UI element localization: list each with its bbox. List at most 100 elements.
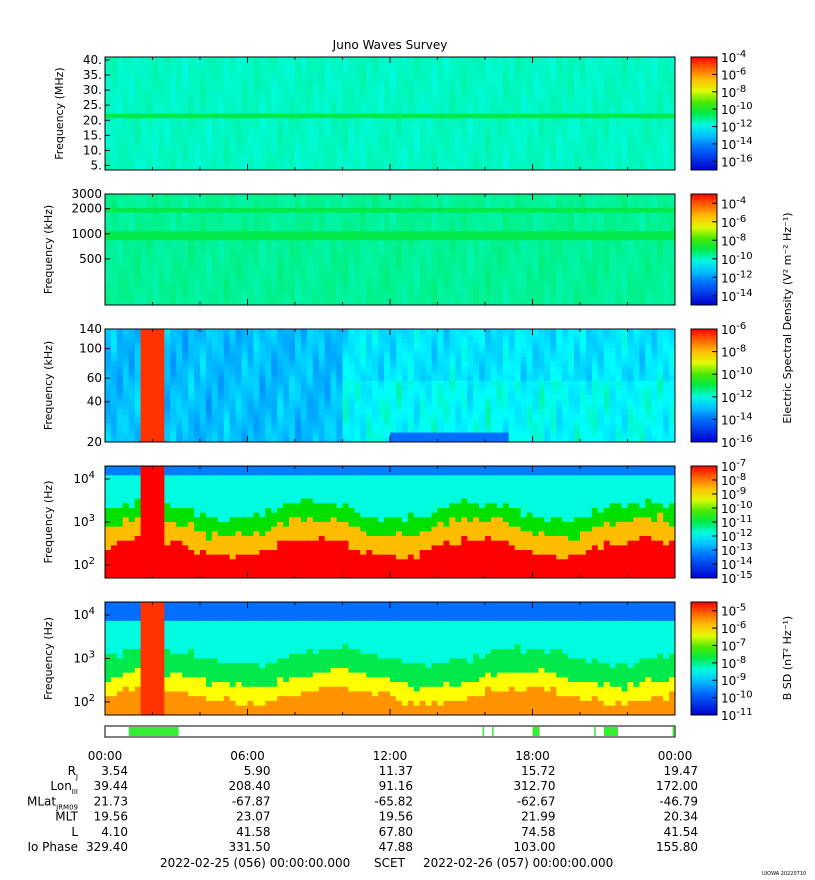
spectrogram-cell bbox=[360, 165, 367, 170]
spectrogram-cell bbox=[621, 272, 629, 278]
spectrogram-cell bbox=[205, 226, 213, 232]
spectrogram-cell bbox=[651, 99, 658, 105]
spectrogram-cell bbox=[384, 141, 391, 148]
spectrogram-cell bbox=[229, 127, 237, 133]
spectrogram-cell bbox=[182, 66, 189, 72]
spectrogram-cell bbox=[217, 203, 225, 209]
spectrogram-cell bbox=[627, 286, 635, 292]
spectrogram-cell bbox=[562, 231, 569, 237]
spectrogram-cell bbox=[633, 113, 640, 119]
spectrogram-cell bbox=[633, 94, 640, 100]
spectrogram-cell bbox=[336, 221, 344, 227]
spectrogram-cell bbox=[413, 226, 421, 232]
spectrogram-cell bbox=[407, 235, 415, 241]
spectrogram-cell bbox=[550, 240, 557, 246]
spectrogram-cell bbox=[253, 240, 260, 246]
spectrogram-cell bbox=[437, 263, 445, 269]
spectrogram-cell bbox=[401, 203, 409, 209]
spectrogram-cell bbox=[651, 71, 658, 77]
spectrogram-cell bbox=[188, 165, 195, 170]
spectrogram-cell bbox=[140, 249, 148, 255]
spectrogram-cell bbox=[532, 235, 540, 241]
spectrogram-cell bbox=[152, 347, 160, 354]
spectrogram-cell bbox=[128, 99, 136, 105]
spectrogram-cell bbox=[277, 207, 284, 214]
spectrogram-cell bbox=[401, 146, 409, 152]
spectrogram-cell bbox=[128, 427, 136, 434]
spectrogram-cell bbox=[562, 221, 569, 227]
spectrogram-cell bbox=[639, 61, 646, 68]
spectrogram-cell bbox=[657, 300, 664, 305]
spectrogram-cell bbox=[568, 235, 575, 241]
spectrogram-cell bbox=[128, 146, 136, 152]
spectrogram-cell bbox=[211, 57, 219, 63]
spectrogram-cell bbox=[657, 155, 664, 162]
tick-base: 10 bbox=[721, 271, 736, 285]
spectrogram-cell bbox=[431, 146, 439, 152]
spectrogram-cell bbox=[182, 212, 189, 218]
spectrogram-cell bbox=[395, 132, 403, 138]
spectrogram-cell bbox=[354, 155, 361, 162]
spectrogram-cell bbox=[502, 231, 510, 237]
spectrogram-cell bbox=[485, 141, 492, 148]
spectrogram-cell bbox=[182, 151, 189, 157]
tick-exponent: -4 bbox=[736, 49, 746, 60]
spectrogram-cell bbox=[532, 249, 540, 255]
spectrogram-cell bbox=[312, 85, 320, 91]
spectrogram-panel-1: 40.35.30.25.20.15.10.5.Frequency (MHz)10… bbox=[53, 49, 753, 172]
spectrogram-cell bbox=[312, 235, 320, 241]
spectrogram-cell bbox=[502, 132, 510, 138]
spectrogram-cell bbox=[259, 263, 266, 269]
spectrogram-cell bbox=[318, 281, 326, 288]
spectrogram-cell bbox=[217, 249, 225, 255]
spectrogram-cell bbox=[134, 418, 142, 424]
spectrogram-cell bbox=[490, 272, 498, 278]
spectrogram-cell bbox=[390, 66, 397, 72]
spectrogram-cell bbox=[348, 122, 355, 129]
spectrogram-cell bbox=[562, 165, 569, 170]
spectrogram-cell bbox=[140, 329, 148, 335]
spectrogram-cell bbox=[550, 94, 557, 100]
spectrogram-cell bbox=[485, 89, 492, 96]
spectrogram-cell bbox=[413, 258, 421, 264]
spectrogram-cell bbox=[526, 132, 534, 138]
spectrogram-cell bbox=[336, 281, 344, 288]
spectrogram-cell bbox=[514, 89, 522, 96]
spectrogram-cell bbox=[330, 66, 338, 72]
spectrogram-cell bbox=[419, 118, 427, 124]
spectrogram-cell bbox=[479, 286, 486, 292]
colorbar-tick-label: 10-12 bbox=[721, 269, 753, 285]
spectrogram-cell bbox=[443, 198, 450, 204]
spectrogram-cell bbox=[146, 57, 154, 63]
spectrogram-cell bbox=[425, 258, 433, 264]
spectrogram-cell bbox=[461, 249, 468, 255]
spectrogram-cell bbox=[580, 80, 587, 86]
spectrogram-cell bbox=[455, 71, 462, 77]
spectrogram-cell bbox=[366, 207, 373, 214]
spectrogram-cell bbox=[283, 226, 290, 232]
spectrogram-cell bbox=[110, 57, 118, 63]
spectrogram-cell bbox=[615, 151, 623, 157]
spectrogram-cell bbox=[461, 254, 468, 260]
spectrogram-cell bbox=[449, 254, 456, 260]
spectrogram-cell bbox=[544, 57, 551, 63]
spectrogram-cell bbox=[639, 155, 646, 162]
spectrogram-cell bbox=[360, 286, 367, 292]
spectrogram-cell bbox=[615, 254, 623, 260]
spectrogram-cell bbox=[366, 226, 373, 232]
spectrogram-cell bbox=[110, 281, 118, 288]
spectrogram-cell bbox=[330, 104, 338, 110]
spectrogram-cell bbox=[247, 151, 255, 157]
spectrogram-cell bbox=[312, 231, 320, 237]
spectrogram-cell bbox=[603, 295, 611, 301]
spectrogram-cell bbox=[532, 198, 540, 204]
spectrogram-cell bbox=[134, 75, 142, 82]
spectrogram-cell bbox=[562, 61, 569, 68]
spectrogram-cell bbox=[283, 291, 290, 297]
spectrogram-cell bbox=[508, 85, 516, 91]
spectrogram-cell bbox=[395, 151, 403, 157]
spectrogram-cell bbox=[467, 94, 474, 100]
spectrogram-cell bbox=[520, 99, 528, 105]
spectrogram-cell bbox=[146, 85, 154, 91]
spectrogram-cell bbox=[271, 272, 278, 278]
